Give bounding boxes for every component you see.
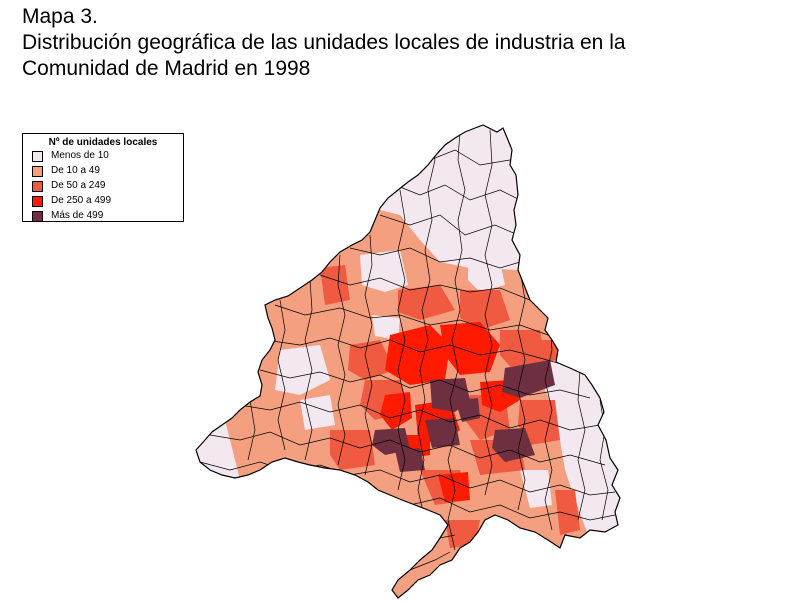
legend-swatch xyxy=(32,166,43,177)
region-max-center xyxy=(455,398,480,422)
map-legend: Nº de unidades locales Menos de 10 De 10… xyxy=(22,133,184,222)
legend-title: Nº de unidades locales xyxy=(48,137,158,148)
region-light-se xyxy=(520,470,552,508)
region-max-sw1 xyxy=(372,428,410,455)
legend-item-mas-499: Más de 499 xyxy=(23,208,183,223)
map-title-line1: Mapa 3. xyxy=(22,5,98,28)
region-light-west xyxy=(275,345,330,395)
region-mid-10 xyxy=(518,400,560,445)
legend-swatch xyxy=(32,211,43,222)
legend-swatch xyxy=(32,196,43,207)
map-regions xyxy=(196,125,620,598)
community-border xyxy=(195,124,621,599)
map-title-line3: Comunidad de Madrid en 1998 xyxy=(22,57,311,80)
region-mid-1 xyxy=(320,265,350,305)
region-mid-8 xyxy=(330,430,375,470)
legend-swatch xyxy=(32,151,43,162)
region-light-sw xyxy=(196,420,240,480)
legend-item-10-49: De 10 a 49 xyxy=(23,163,183,178)
region-high-3 xyxy=(380,392,412,430)
region-mid-2 xyxy=(398,285,455,320)
municipal-boundaries xyxy=(199,129,616,571)
region-max-se xyxy=(492,428,535,462)
region-mid-13 xyxy=(445,520,480,548)
region-max-south xyxy=(425,418,460,448)
legend-label: Menos de 10 xyxy=(51,150,109,161)
region-mid-4 xyxy=(348,340,395,380)
region-light-west2 xyxy=(300,395,335,430)
region-light-b xyxy=(468,262,505,292)
legend-swatch xyxy=(32,181,43,192)
legend-label: De 10 a 49 xyxy=(51,165,100,176)
region-high-1 xyxy=(385,325,450,385)
legend-item-250-499: De 250 a 499 xyxy=(23,193,183,208)
legend-item-menos-10: Menos de 10 xyxy=(23,148,183,163)
region-max-sw2 xyxy=(395,448,425,472)
region-max-east xyxy=(502,360,555,398)
region-high-2 xyxy=(440,322,500,375)
map-title-line2: Distribución geográfica de las unidades … xyxy=(22,31,626,54)
region-light-c xyxy=(372,315,400,340)
legend-label: De 250 a 499 xyxy=(51,195,112,206)
legend-label: De 50 a 249 xyxy=(51,180,106,191)
legend-item-50-249: De 50 a 249 xyxy=(23,178,183,193)
map-title: Mapa 3. Distribución geográfica de las u… xyxy=(22,4,626,82)
region-mid-14 xyxy=(555,490,580,535)
region-mid-6 xyxy=(500,330,545,372)
region-mid-3 xyxy=(460,290,510,330)
legend-label: Más de 499 xyxy=(51,210,104,221)
